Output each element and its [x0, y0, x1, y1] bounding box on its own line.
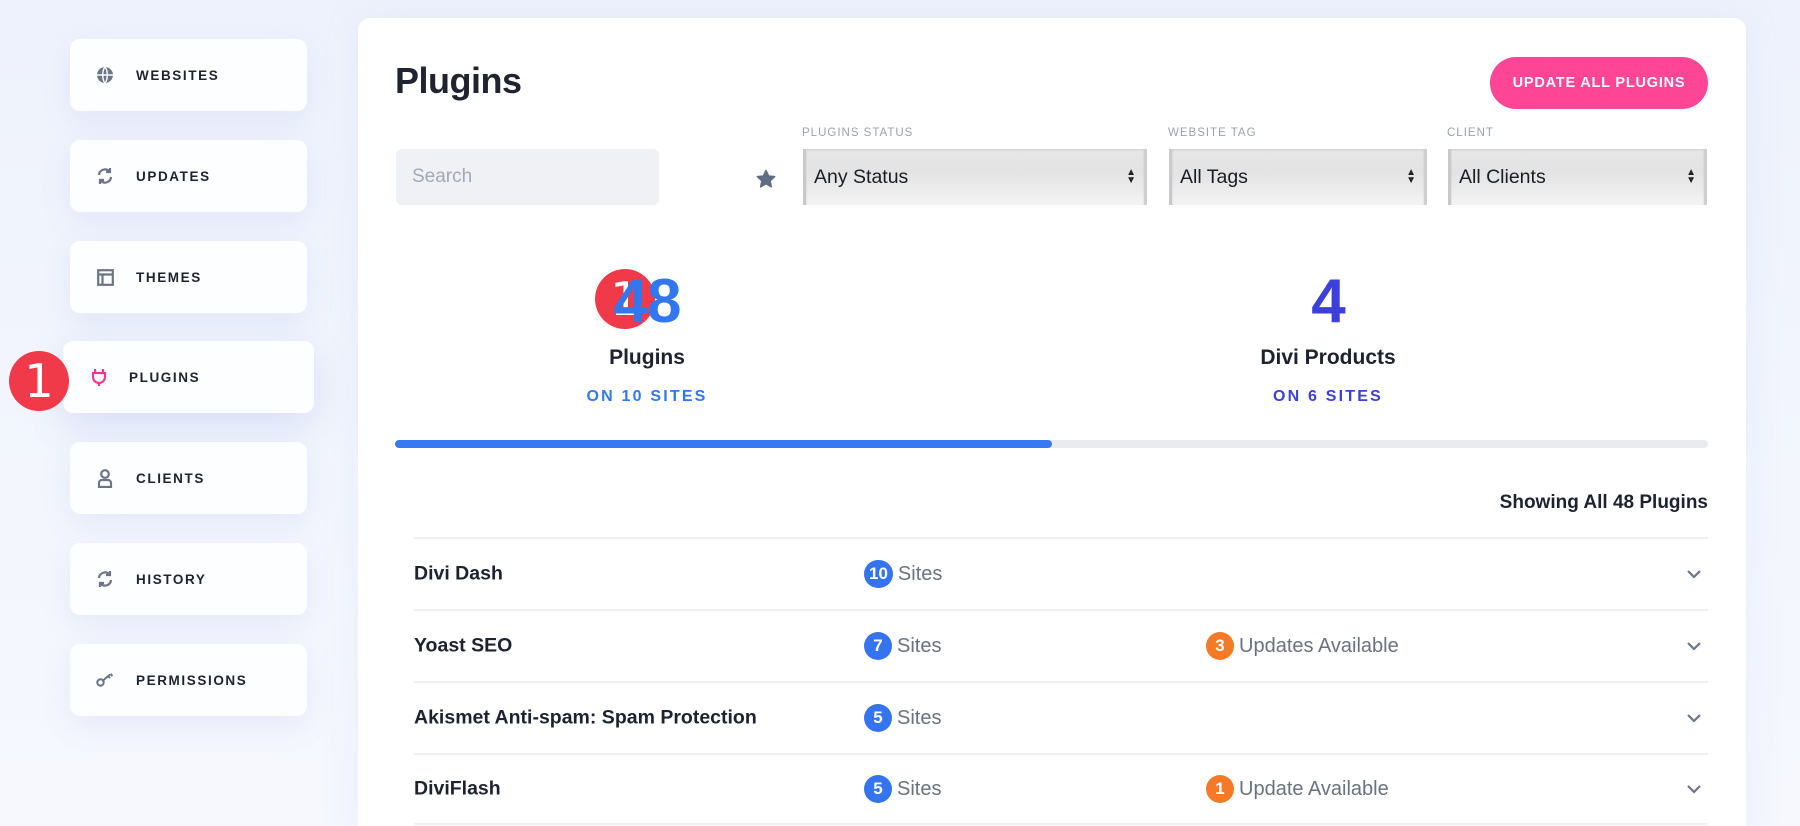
- progress-fill: [395, 440, 1052, 448]
- sidebar-item-label: UPDATES: [136, 168, 211, 184]
- update-all-plugins-button[interactable]: UPDATE ALL PLUGINS: [1490, 57, 1708, 109]
- updates-available: 1 Update Available: [1206, 775, 1389, 803]
- plugin-name: Divi Dash: [414, 562, 503, 585]
- sidebar-item-label: PERMISSIONS: [136, 672, 248, 688]
- sidebar-item-label: CLIENTS: [136, 470, 205, 486]
- refresh-icon: [95, 569, 115, 589]
- sidebar-item-plugins[interactable]: PLUGINS: [63, 341, 314, 413]
- plugin-name: DiviFlash: [414, 777, 501, 800]
- star-icon[interactable]: [755, 168, 777, 190]
- user-icon: [95, 468, 115, 488]
- sites-count: 7 Sites: [864, 632, 941, 660]
- chevron-down-icon[interactable]: [1686, 641, 1702, 651]
- step-badge: 1: [595, 269, 655, 329]
- list-item[interactable]: Divi Dash 10 Sites: [414, 537, 1708, 609]
- plugins-sites-count: ON 10 SITES: [586, 388, 708, 405]
- divi-products-sites-count: ON 6 SITES: [1272, 388, 1384, 405]
- sidebar-item-label: WEBSITES: [136, 67, 220, 83]
- plugins-count-label: Plugins: [609, 346, 685, 369]
- list-item[interactable]: Akismet Anti-spam: Spam Protection 5 Sit…: [414, 681, 1708, 753]
- sidebar-item-label: PLUGINS: [129, 369, 201, 385]
- sidebar-item-clients[interactable]: CLIENTS: [70, 442, 307, 514]
- plugin-name: Yoast SEO: [414, 634, 513, 657]
- select-arrows-icon: ▲ ▼: [1406, 167, 1416, 186]
- tag-select[interactable]: All Tags ▲ ▼: [1169, 149, 1427, 205]
- select-arrows-icon: ▲ ▼: [1126, 167, 1136, 186]
- list-item[interactable]: Yoast SEO 7 Sites 3 Updates Available: [414, 609, 1708, 681]
- refresh-icon: [95, 166, 115, 186]
- client-select-value: All Clients: [1459, 165, 1546, 188]
- chevron-down-icon[interactable]: [1686, 569, 1702, 579]
- divi-products-label: Divi Products: [1260, 346, 1396, 369]
- updates-label: Updates Available: [1239, 634, 1399, 657]
- page-title: Plugins: [395, 60, 522, 101]
- select-arrows-icon: ▲ ▼: [1686, 167, 1696, 186]
- updates-available: 3 Updates Available: [1206, 632, 1399, 660]
- sites-badge: 5: [864, 704, 892, 732]
- showing-count: Showing All 48 Plugins: [1499, 492, 1708, 513]
- progress-bar: [395, 440, 1708, 448]
- sites-badge: 5: [864, 775, 892, 803]
- sites-badge: 10: [864, 560, 893, 588]
- tag-select-value: All Tags: [1180, 165, 1248, 188]
- sidebar-item-history[interactable]: HISTORY: [70, 543, 307, 615]
- sites-label: Sites: [897, 562, 943, 585]
- sites-count: 5 Sites: [864, 704, 941, 732]
- status-filter-label: PLUGINS STATUS: [802, 127, 914, 139]
- list-item[interactable]: DiviFlash 5 Sites 1 Update Available: [414, 753, 1708, 825]
- sites-label: Sites: [897, 706, 942, 729]
- sites-count: 10 Sites: [864, 560, 942, 588]
- plug-icon: [89, 367, 109, 387]
- plugins-panel: Plugins UPDATE ALL PLUGINS PLUGINS STATU…: [358, 18, 1746, 826]
- status-select[interactable]: Any Status ▲ ▼: [803, 149, 1147, 205]
- search-input[interactable]: [396, 149, 659, 205]
- client-filter-label: CLIENT: [1447, 127, 1494, 139]
- updates-badge: 3: [1206, 632, 1234, 660]
- status-select-value: Any Status: [814, 165, 909, 188]
- sites-label: Sites: [897, 634, 942, 657]
- plugin-list: Divi Dash 10 Sites Yoast SEO 7 Sites 3 U…: [414, 537, 1708, 825]
- sidebar: WEBSITES UPDATES THEMES PLUGINS CLIENTS …: [0, 0, 340, 826]
- chevron-down-icon[interactable]: [1686, 784, 1702, 794]
- sidebar-item-label: HISTORY: [136, 571, 207, 587]
- step-badge: 1: [9, 351, 69, 411]
- divi-products-count: 4: [1311, 267, 1345, 336]
- client-select[interactable]: All Clients ▲ ▼: [1448, 149, 1707, 205]
- tag-filter-label: WEBSITE TAG: [1168, 127, 1257, 139]
- globe-icon: [95, 65, 115, 85]
- sidebar-item-updates[interactable]: UPDATES: [70, 140, 307, 212]
- sidebar-item-websites[interactable]: WEBSITES: [70, 39, 307, 111]
- sidebar-item-themes[interactable]: THEMES: [70, 241, 307, 313]
- updates-badge: 1: [1206, 775, 1234, 803]
- sites-badge: 7: [864, 632, 892, 660]
- key-icon: [95, 670, 115, 690]
- chevron-down-icon[interactable]: [1686, 713, 1702, 723]
- plugin-name: Akismet Anti-spam: Spam Protection: [414, 706, 757, 729]
- sites-count: 5 Sites: [864, 775, 941, 803]
- layout-icon: [95, 267, 115, 287]
- sidebar-item-label: THEMES: [136, 269, 202, 285]
- sites-label: Sites: [897, 777, 942, 800]
- updates-label: Update Available: [1239, 777, 1389, 800]
- sidebar-item-permissions[interactable]: PERMISSIONS: [70, 644, 307, 716]
- plugins-count: 48: [613, 267, 682, 336]
